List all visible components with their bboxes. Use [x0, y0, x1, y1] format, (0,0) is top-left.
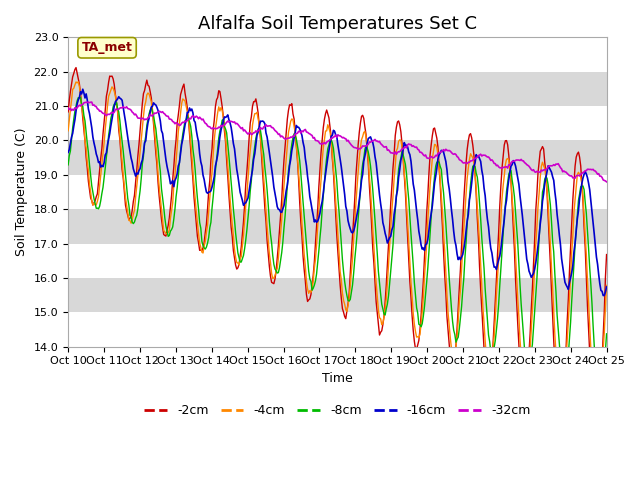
- Bar: [68, 37, 607, 72]
- Title: Alfalfa Soil Temperatures Set C: Alfalfa Soil Temperatures Set C: [198, 15, 477, 33]
- Bar: [68, 209, 607, 243]
- Legend: -2cm, -4cm, -8cm, -16cm, -32cm: -2cm, -4cm, -8cm, -16cm, -32cm: [140, 399, 535, 422]
- Text: TA_met: TA_met: [82, 41, 132, 54]
- Bar: [68, 278, 607, 312]
- Bar: [68, 106, 607, 141]
- Bar: [68, 141, 607, 175]
- Bar: [68, 72, 607, 106]
- Bar: [68, 312, 607, 347]
- Y-axis label: Soil Temperature (C): Soil Temperature (C): [15, 128, 28, 256]
- Bar: [68, 243, 607, 278]
- X-axis label: Time: Time: [322, 372, 353, 385]
- Bar: [68, 175, 607, 209]
